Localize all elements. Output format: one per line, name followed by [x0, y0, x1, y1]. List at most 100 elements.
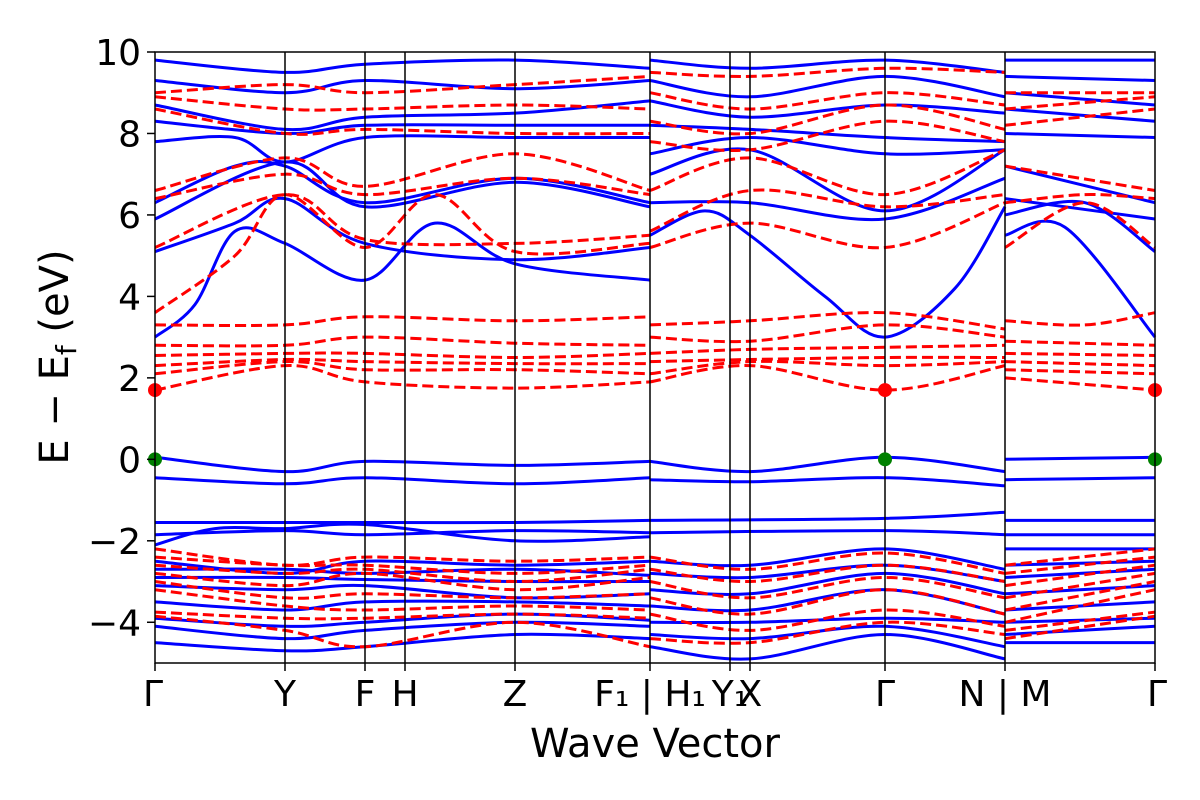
- y-tick-label: 10: [95, 33, 141, 74]
- x-tick-label: H: [391, 674, 418, 715]
- dashed-band-line: [154, 152, 651, 192]
- dashed-band-line: [1004, 95, 1156, 111]
- solid-band-line: [154, 99, 651, 132]
- dashed-band-line: [649, 563, 1006, 584]
- solid-band-line: [154, 134, 650, 164]
- solid-band-line: [154, 522, 651, 547]
- y-tick-label: −2: [88, 522, 141, 563]
- dashed-band-line: [649, 91, 1006, 111]
- dashed-band-line: [649, 119, 1006, 152]
- dashed-band-line: [154, 610, 651, 621]
- dashed-band-line: [154, 351, 651, 360]
- solid-band-line: [154, 575, 651, 584]
- dashed-band-line: [154, 193, 651, 314]
- x-tick-label: F: [355, 674, 376, 715]
- solid-band-line: [649, 147, 1006, 213]
- dashed-band-line: [154, 571, 651, 592]
- dashed-band-line: [154, 547, 651, 567]
- dashed-band-line: [1004, 360, 1156, 368]
- dashed-band-line: [154, 335, 651, 348]
- solid-band-line: [649, 135, 1006, 156]
- dashed-band-line: [154, 555, 651, 575]
- dashed-band-line: [649, 359, 1006, 376]
- dashed-band-line: [649, 588, 1006, 616]
- dashed-band-line: [154, 95, 651, 112]
- solid-band-line: [1004, 219, 1157, 339]
- solid-band-line: [649, 99, 1006, 119]
- x-tick-label: F₁ | H₁: [594, 674, 706, 715]
- dashed-band-line: [649, 608, 1006, 632]
- solid-band-line: [649, 176, 1006, 222]
- y-tick-label: −4: [88, 603, 141, 644]
- y-axis-title: E − Ef (eV): [32, 249, 83, 464]
- dashed-band-line: [154, 588, 651, 612]
- solid-band-line: [649, 632, 1006, 661]
- k-point-lines: [284, 52, 1006, 663]
- y-axis-title-sub: f: [50, 344, 83, 355]
- solid-band-line: [154, 620, 651, 641]
- solid-band-line: [154, 632, 651, 653]
- y-axis-title-spacer: [32, 333, 78, 346]
- solid-band-line: [649, 455, 1006, 474]
- solid-band-line: [649, 624, 1006, 649]
- dashed-band-line: [154, 172, 651, 201]
- x-tick-label: Γ: [875, 674, 895, 715]
- y-axis-title-main: E − E: [32, 355, 78, 465]
- solid-band-line: [1004, 584, 1156, 596]
- solid-band-line: [1004, 74, 1156, 82]
- solid-band-line: [154, 78, 651, 95]
- dashed-band-line: [649, 323, 1006, 344]
- solid-band-line: [154, 529, 651, 537]
- dashed-band-line: [649, 620, 1006, 645]
- solid-band-line: [1004, 91, 1156, 107]
- solid-band-line: [1004, 107, 1156, 123]
- solid-band-line: [649, 206, 1007, 339]
- dashed-band-line: [154, 364, 651, 392]
- x-tick-label: Y₁: [711, 674, 748, 715]
- solid-band-line: [1004, 197, 1156, 221]
- band-edge-marker: [878, 383, 892, 398]
- band-edge-marker: [878, 452, 892, 467]
- solid-band-line: [154, 119, 650, 136]
- solid-band-line: [154, 159, 651, 205]
- band-edge-markers: [148, 383, 1162, 467]
- solid-band-line: [155, 518, 651, 525]
- y-tick-label: 0: [118, 440, 141, 481]
- solid-band-line: [649, 547, 1006, 571]
- x-tick-label: Z: [503, 674, 528, 715]
- y-tick-label: 4: [118, 277, 141, 318]
- solid-band-line: [1004, 624, 1156, 636]
- x-tick-label: Y: [273, 674, 297, 715]
- dashed-band-line: [154, 74, 651, 95]
- dashed-band-line: [649, 355, 1006, 364]
- plot-frame: [154, 51, 1156, 664]
- solid-band-line: [154, 599, 651, 612]
- x-tick-label: Γ: [1147, 674, 1167, 715]
- dashed-band-line: [649, 103, 1006, 136]
- solid-band-line: [1004, 600, 1156, 612]
- solid-band-line: [1004, 132, 1156, 139]
- solid-band-line: [1004, 616, 1156, 624]
- solid-band-line: [1004, 164, 1156, 205]
- solid-band-line: [154, 455, 651, 474]
- y-axis-title-unit: (eV): [32, 249, 78, 332]
- dashed-band-line: [649, 575, 1006, 600]
- solid-band-line: [1004, 567, 1156, 579]
- y-axis-ticks: −4 −2 0 2 4 6 8 10: [88, 33, 155, 644]
- solid-band-line: [1004, 559, 1156, 567]
- dashed-band-line: [649, 364, 1006, 392]
- dashed-band-line: [1004, 339, 1156, 347]
- solid-band-line: [154, 476, 651, 486]
- solid-band-line: [649, 74, 1006, 99]
- dashed-band-line: [154, 614, 651, 649]
- solid-band-line: [1004, 455, 1156, 461]
- dashed-band-line: [154, 107, 651, 136]
- x-tick-label: X: [738, 674, 763, 715]
- dashed-band-line: [154, 315, 651, 328]
- dashed-band-line: [649, 551, 1006, 575]
- dashed-band-line: [649, 201, 1006, 250]
- y-tick-label: 8: [118, 114, 141, 155]
- solid-band-line: [649, 58, 1006, 74]
- dashed-band-line: [1004, 351, 1156, 357]
